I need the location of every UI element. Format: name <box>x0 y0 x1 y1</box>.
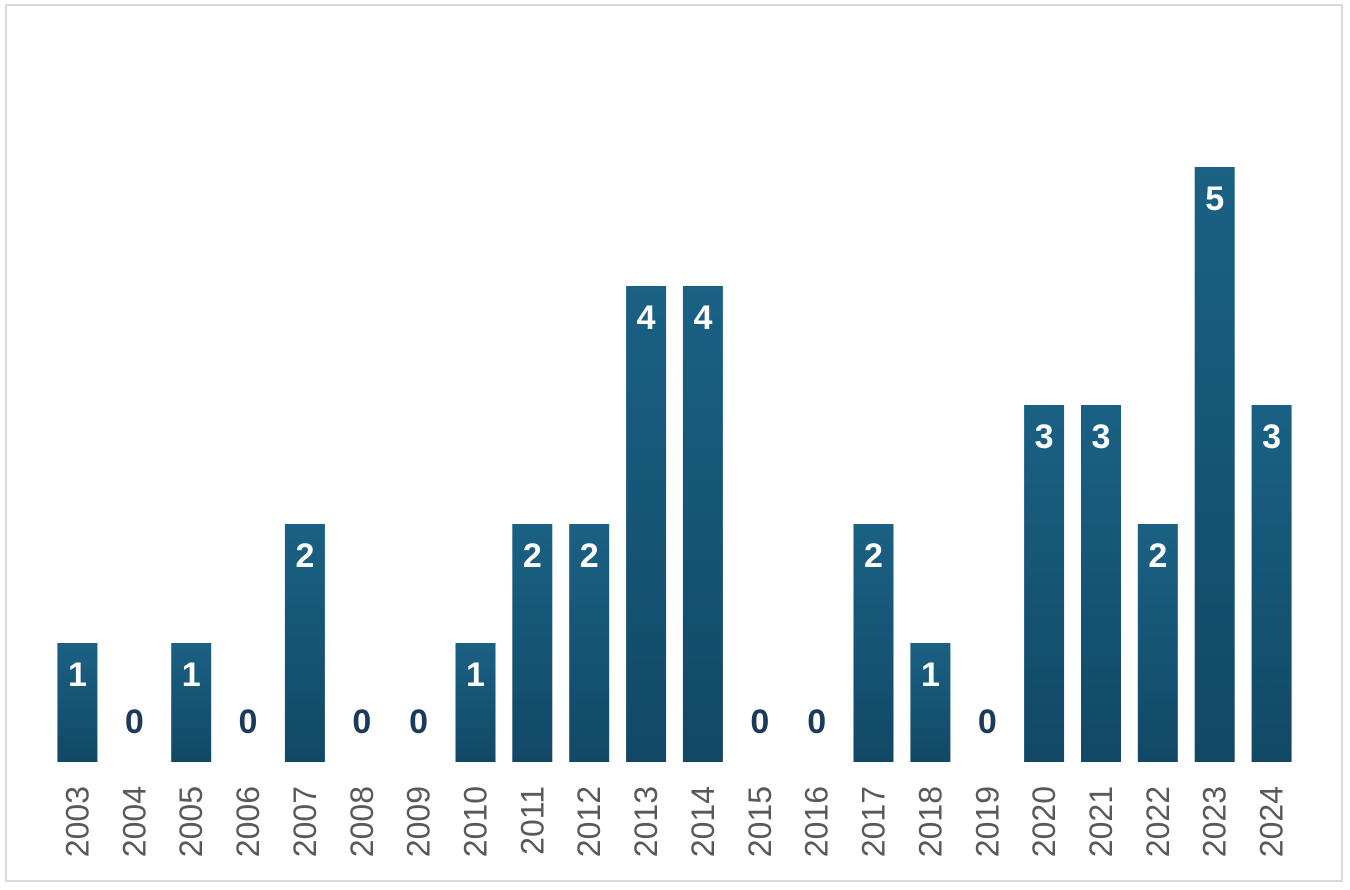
value-label-2016: 0 <box>807 703 826 741</box>
x-tick-2003: 2003 <box>59 786 95 857</box>
x-tick-2011: 2011 <box>514 786 550 855</box>
bar-2022 <box>1137 524 1178 762</box>
x-tick-2023: 2023 <box>1197 786 1233 857</box>
bar-2003 <box>57 643 98 762</box>
x-tick-2009: 2009 <box>401 786 437 857</box>
x-tick-2017: 2017 <box>856 786 892 857</box>
x-tick-2015: 2015 <box>742 786 778 857</box>
bar-2014 <box>682 286 723 762</box>
x-tick-2005: 2005 <box>173 786 209 857</box>
value-label-2012: 2 <box>580 537 599 575</box>
x-tick-2006: 2006 <box>230 786 266 857</box>
x-tick-2012: 2012 <box>571 786 607 857</box>
bar-2021 <box>1081 405 1121 762</box>
bar-2005 <box>171 643 212 762</box>
value-label-2014: 4 <box>693 299 712 337</box>
bar-2010 <box>455 643 496 762</box>
value-label-2003: 1 <box>68 656 87 694</box>
bar-2020 <box>1024 405 1065 762</box>
x-tick-2022: 2022 <box>1140 786 1176 857</box>
value-label-2006: 0 <box>239 703 258 741</box>
value-label-2005: 1 <box>182 656 201 694</box>
value-label-2011: 2 <box>523 537 542 575</box>
x-tick-2019: 2019 <box>969 786 1005 857</box>
bar-2023 <box>1194 167 1235 762</box>
x-axis-ticks: 2003 2004 2005 2006 2007 2008 2009 2010 2011 2012… <box>59 786 1289 857</box>
x-tick-2008: 2008 <box>344 786 380 857</box>
value-label-2018: 1 <box>921 656 940 694</box>
x-tick-2016: 2016 <box>799 786 835 857</box>
value-label-2020: 3 <box>1035 418 1054 456</box>
x-tick-2010: 2010 <box>458 786 494 857</box>
value-label-2004: 0 <box>125 703 144 741</box>
bar-2018 <box>910 643 951 762</box>
bar-2011 <box>512 524 553 762</box>
x-tick-2013: 2013 <box>628 786 664 857</box>
value-label-2024: 3 <box>1262 418 1281 456</box>
bar-2007 <box>284 524 325 762</box>
x-tick-2024: 2024 <box>1254 786 1290 857</box>
value-label-2019: 0 <box>978 703 997 741</box>
value-label-2021: 3 <box>1092 418 1111 456</box>
x-tick-2021: 2021 <box>1083 786 1119 857</box>
value-label-2007: 2 <box>295 537 314 575</box>
value-label-2009: 0 <box>409 703 428 741</box>
value-label-2023: 5 <box>1205 180 1224 218</box>
bar-2017 <box>853 524 894 762</box>
value-label-2008: 0 <box>352 703 371 741</box>
bar-2013 <box>626 286 667 762</box>
bars-group <box>57 167 1292 762</box>
bar-2012 <box>569 524 610 762</box>
value-label-2010: 1 <box>466 656 485 694</box>
x-tick-2020: 2020 <box>1026 786 1062 857</box>
bar-2024 <box>1251 405 1292 762</box>
x-tick-2018: 2018 <box>912 786 948 857</box>
value-label-2013: 4 <box>637 299 656 337</box>
value-label-2017: 2 <box>864 537 883 575</box>
x-tick-2007: 2007 <box>287 786 323 857</box>
x-tick-2014: 2014 <box>685 786 721 857</box>
value-label-2015: 0 <box>750 703 769 741</box>
x-tick-2004: 2004 <box>116 786 152 857</box>
value-label-2022: 2 <box>1148 537 1167 575</box>
